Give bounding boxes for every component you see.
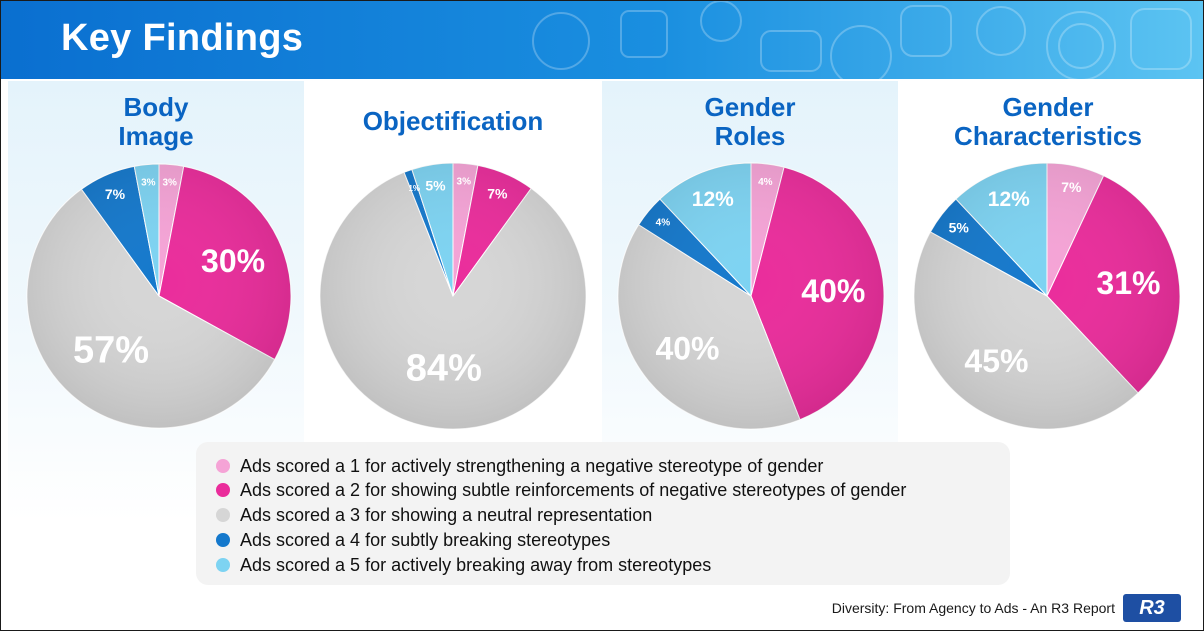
panel-title-line: Image <box>118 121 194 151</box>
legend-item: Ads scored a 3 for showing a neutral rep… <box>216 503 652 527</box>
pie-chart-body-image: 3% 30% 57% 7% 3% <box>26 163 292 429</box>
legend-item: Ads scored a 1 for actively strengthenin… <box>216 454 823 478</box>
pie-label-score-1: 3% <box>457 177 472 188</box>
pie-label-score-2: 40% <box>801 273 865 309</box>
pie-label-score-5: 12% <box>988 188 1030 211</box>
pie-label-score-1: 7% <box>1061 179 1082 195</box>
panel-title-line: Gender <box>1002 92 1094 122</box>
pie-shading <box>618 163 884 429</box>
pie-label-score-4: 1% <box>408 184 420 193</box>
page-title: Key Findings <box>61 17 304 59</box>
pie-label-score-3: 84% <box>406 348 482 390</box>
panel-title-line: Gender <box>704 92 796 122</box>
pie-label-score-4: 5% <box>949 220 970 236</box>
panel-title: Gender Characteristics <box>900 93 1196 151</box>
panel-title-line: Characteristics <box>954 121 1142 151</box>
footer-caption: Diversity: From Agency to Ads - An R3 Re… <box>831 600 1115 616</box>
legend-swatch <box>216 508 230 522</box>
pie-shading <box>320 163 586 429</box>
legend-label: Ads scored a 3 for showing a neutral rep… <box>240 504 653 525</box>
panel-title: Gender Roles <box>602 93 898 151</box>
legend-item: Ads scored a 5 for actively breaking awa… <box>216 553 711 577</box>
pie-label-score-3: 40% <box>655 331 719 367</box>
header-decoration <box>1 1 1203 79</box>
pie-label-score-2: 31% <box>1096 265 1160 301</box>
pie-label-score-5: 12% <box>692 188 734 211</box>
legend-item: Ads scored a 4 for subtly breaking stere… <box>216 528 610 552</box>
panel-title: Objectification <box>306 107 600 136</box>
pie-label-score-2: 7% <box>487 185 508 201</box>
panel-title: Body Image <box>8 93 304 151</box>
pie-label-score-5: 3% <box>141 177 156 188</box>
legend-label: Ads scored a 4 for subtly breaking stere… <box>240 529 611 550</box>
pie-shading <box>914 163 1180 429</box>
pie-chart-objectification: 3% 7% 84% 1% 5% <box>319 162 587 430</box>
panel-title-line: Roles <box>714 121 786 151</box>
pie-label-score-2: 30% <box>201 243 265 279</box>
panel-title-line: Objectification <box>362 106 544 136</box>
legend-label: Ads scored a 5 for actively breaking awa… <box>240 554 712 575</box>
pie-shading <box>27 164 291 428</box>
legend-swatch <box>216 459 230 473</box>
pie-label-score-1: 3% <box>162 177 177 188</box>
legend-item: Ads scored a 2 for showing subtle reinfo… <box>216 478 906 502</box>
pie-chart-gender-roles: 4% 40% 40% 4% 12% <box>617 162 885 430</box>
r3-logo: R3 <box>1123 594 1181 622</box>
legend-swatch <box>216 533 230 547</box>
pie-label-score-3: 45% <box>964 343 1028 379</box>
panel-objectification: Objectification 3% 7% 84% 1% 5% <box>306 81 600 521</box>
pie-label-score-5: 5% <box>425 178 446 194</box>
header-banner: Key Findings <box>1 1 1203 79</box>
pie-chart-gender-characteristics: 7% 31% 45% 5% 12% <box>913 162 1181 430</box>
pie-label-score-4: 4% <box>656 218 671 229</box>
legend-swatch <box>216 483 230 497</box>
legend: Ads scored a 1 for actively strengthenin… <box>196 442 1010 585</box>
panel-title-line: Body <box>123 92 189 122</box>
pie-label-score-3: 57% <box>73 329 149 371</box>
pie-label-score-4: 7% <box>105 186 126 202</box>
pie-label-score-1: 4% <box>758 177 773 188</box>
legend-label: Ads scored a 1 for actively strengthenin… <box>240 455 824 476</box>
legend-swatch <box>216 558 230 572</box>
legend-label: Ads scored a 2 for showing subtle reinfo… <box>240 479 907 500</box>
